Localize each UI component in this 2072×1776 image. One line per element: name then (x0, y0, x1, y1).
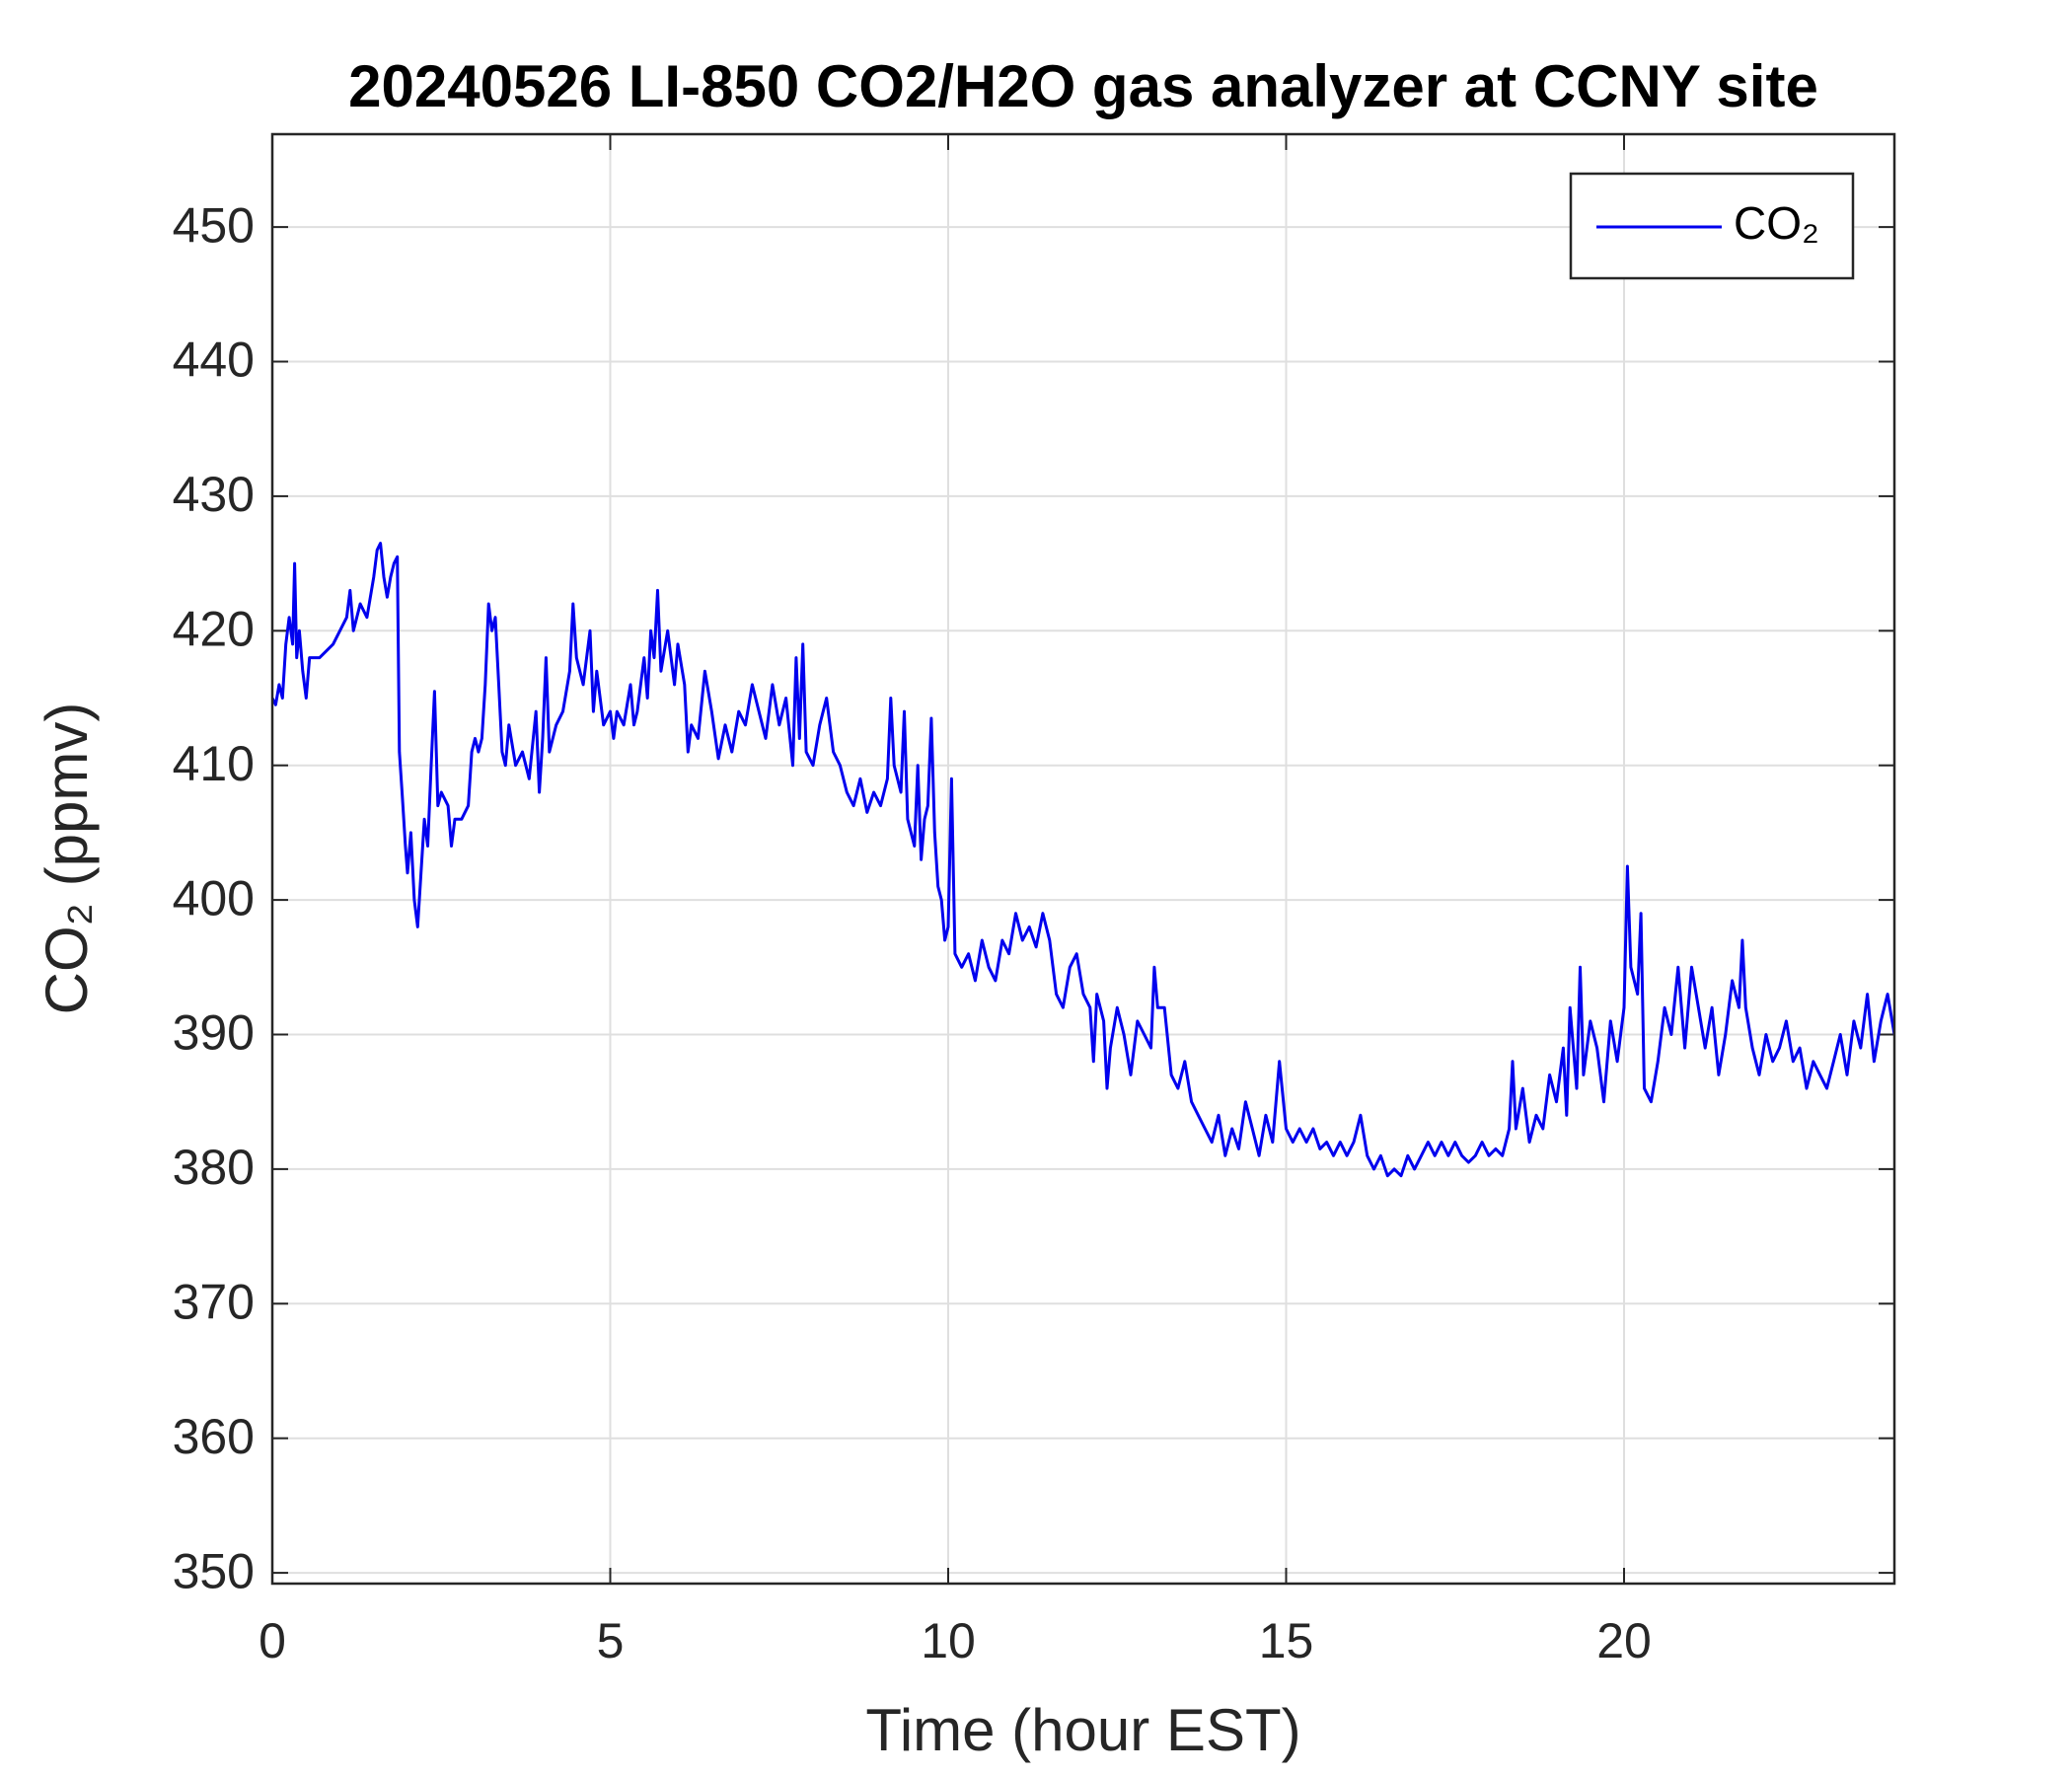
y-tick-label: 360 (173, 1409, 255, 1464)
x-tick-label: 20 (1596, 1613, 1652, 1668)
y-tick-label: 390 (173, 1005, 255, 1061)
y-tick-label: 400 (173, 870, 255, 925)
y-tick-label: 350 (173, 1543, 255, 1598)
x-tick-label: 15 (1259, 1613, 1314, 1668)
y-tick-label: 450 (173, 197, 255, 253)
chart-title: 20240526 LI-850 CO2/H2O gas analyzer at … (348, 53, 1818, 119)
y-tick-label: 420 (173, 602, 255, 657)
y-tick-label: 370 (173, 1274, 255, 1329)
y-tick-label: 440 (173, 333, 255, 388)
legend-label: CO₂ (1734, 197, 1819, 249)
plot-frame (270, 132, 1896, 1586)
y-tick-label: 380 (173, 1140, 255, 1195)
data-line (272, 542, 1894, 1178)
x-tick-label: 10 (921, 1613, 976, 1668)
x-tick-label: 5 (597, 1613, 625, 1668)
y-tick-label: 410 (173, 736, 255, 791)
x-tick-label: 0 (259, 1613, 286, 1668)
y-tick-label: 430 (173, 467, 255, 522)
y-axis-label: CO₂ (ppmv) (34, 703, 100, 1015)
x-axis-label: Time (hour EST) (865, 1697, 1300, 1763)
